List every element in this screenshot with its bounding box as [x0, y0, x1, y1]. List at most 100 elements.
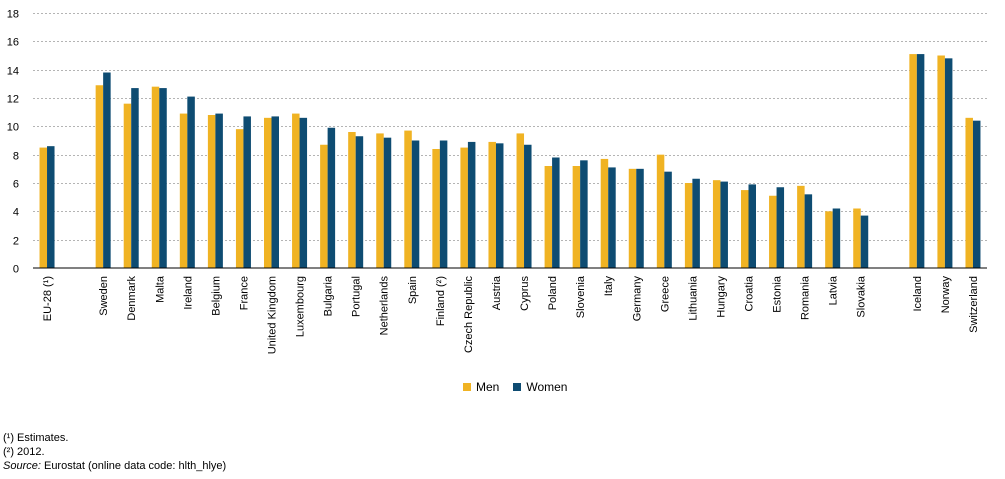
x-category-label: Sweden [98, 276, 110, 316]
x-category-label: Switzerland [968, 276, 980, 333]
x-category-label: Slovenia [575, 275, 587, 318]
bar-women [131, 88, 139, 268]
bar-men [937, 55, 945, 268]
bar-women [47, 146, 55, 268]
bar-women [524, 144, 532, 268]
x-category-label: Austria [491, 275, 503, 310]
x-axis-labels: EU-28 (¹) Sweden Denmark Malta Ireland Belgiu… [42, 275, 980, 354]
bar-men [460, 147, 468, 268]
bar-chart: 0 2 4 6 8 10 12 14 16 18 EU-28 (¹) Sweden Denmark Ma… [7, 9, 987, 354]
x-category-label: Belgium [210, 276, 222, 316]
x-category-label: Poland [547, 276, 559, 310]
legend: Men Women [463, 380, 581, 394]
bar-men [769, 195, 777, 268]
y-tick-label: 16 [7, 37, 19, 49]
bar-women [720, 181, 728, 268]
bar-men [179, 113, 188, 268]
y-axis-ticks: 0 2 4 6 8 10 12 14 16 18 [7, 9, 19, 276]
x-category-label: Spain [407, 276, 419, 304]
source-line: Source: Eurostat (online data code: hlth… [3, 459, 226, 473]
bar-women [608, 167, 616, 268]
bar-men [628, 168, 637, 268]
bar-women [103, 72, 111, 268]
bar-men [516, 133, 525, 268]
x-category-label: EU-28 (¹) [42, 276, 54, 321]
bar-men [684, 183, 693, 268]
x-category-label: Greece [659, 276, 671, 312]
y-tick-label: 8 [13, 151, 19, 163]
bar-women [636, 168, 644, 268]
source-label: Source: [3, 460, 41, 472]
footnote-estimates: (¹) Estimates. [3, 432, 69, 444]
bar-women [467, 141, 476, 268]
x-category-label: Bulgaria [323, 275, 335, 316]
x-category-label: Ireland [182, 276, 194, 310]
y-tick-label: 18 [7, 9, 19, 21]
gridlines [33, 13, 987, 241]
men-swatch [463, 383, 471, 391]
source-text: Eurostat (online data code: hlth_hlye) [40, 460, 227, 472]
legend-item-men: Men [463, 380, 499, 394]
x-category-label: Luxembourg [295, 276, 307, 337]
y-tick-label: 10 [7, 122, 19, 134]
y-tick-label: 12 [7, 94, 19, 106]
x-category-label: Latvia [828, 275, 840, 305]
bar-men [432, 149, 440, 268]
bar-women [580, 160, 588, 268]
x-category-label: Norway [940, 276, 952, 314]
bar-women [664, 171, 672, 268]
bar-women [187, 96, 195, 268]
women-swatch [513, 383, 522, 391]
bar-women [159, 88, 167, 268]
x-category-label: Hungary [715, 276, 727, 318]
x-category-label: United Kingdom [267, 276, 279, 354]
x-category-label: Iceland [912, 276, 924, 311]
bar-women [299, 117, 308, 268]
bar-women [916, 54, 925, 269]
x-category-label: Cyprus [519, 276, 531, 311]
bar-men [292, 113, 300, 268]
bars [39, 54, 981, 269]
bar-women [748, 184, 756, 268]
bar-men [797, 185, 805, 268]
bar-men [264, 117, 272, 268]
bar-women [411, 140, 420, 268]
bar-men [965, 117, 973, 268]
bar-women [327, 127, 336, 268]
x-category-label: France [238, 276, 250, 310]
bar-women [439, 140, 448, 268]
y-tick-label: 6 [13, 179, 19, 191]
x-category-label: Portugal [351, 276, 363, 317]
y-tick-label: 0 [13, 264, 19, 276]
x-category-label: Slovakia [856, 275, 868, 317]
bar-women [832, 208, 841, 268]
x-category-label: Denmark [126, 276, 138, 321]
bar-women [495, 143, 504, 268]
bar-men [712, 180, 721, 268]
x-category-label: Malta [154, 275, 166, 303]
bar-men [207, 115, 216, 268]
y-tick-label: 2 [13, 236, 19, 248]
bar-women [552, 157, 560, 268]
bar-men [853, 208, 861, 268]
bar-men [656, 154, 665, 268]
bar-women [972, 120, 981, 269]
bar-men [825, 211, 833, 268]
bar-men [488, 141, 496, 268]
x-category-label: Romania [800, 275, 812, 320]
bar-men [376, 133, 384, 268]
bar-men [320, 144, 328, 268]
bar-men [544, 166, 553, 268]
bar-men [572, 166, 581, 268]
legend-men-label: Men [476, 380, 500, 394]
x-category-label: Estonia [772, 275, 784, 313]
bar-men [600, 158, 609, 268]
bar-men [404, 130, 412, 268]
bar-women [944, 58, 953, 269]
legend-women-label: Women [526, 380, 568, 394]
bar-women [383, 137, 392, 268]
bar-women [271, 116, 279, 269]
y-tick-label: 4 [13, 207, 19, 219]
bar-women [860, 215, 869, 268]
bar-women [692, 178, 700, 268]
